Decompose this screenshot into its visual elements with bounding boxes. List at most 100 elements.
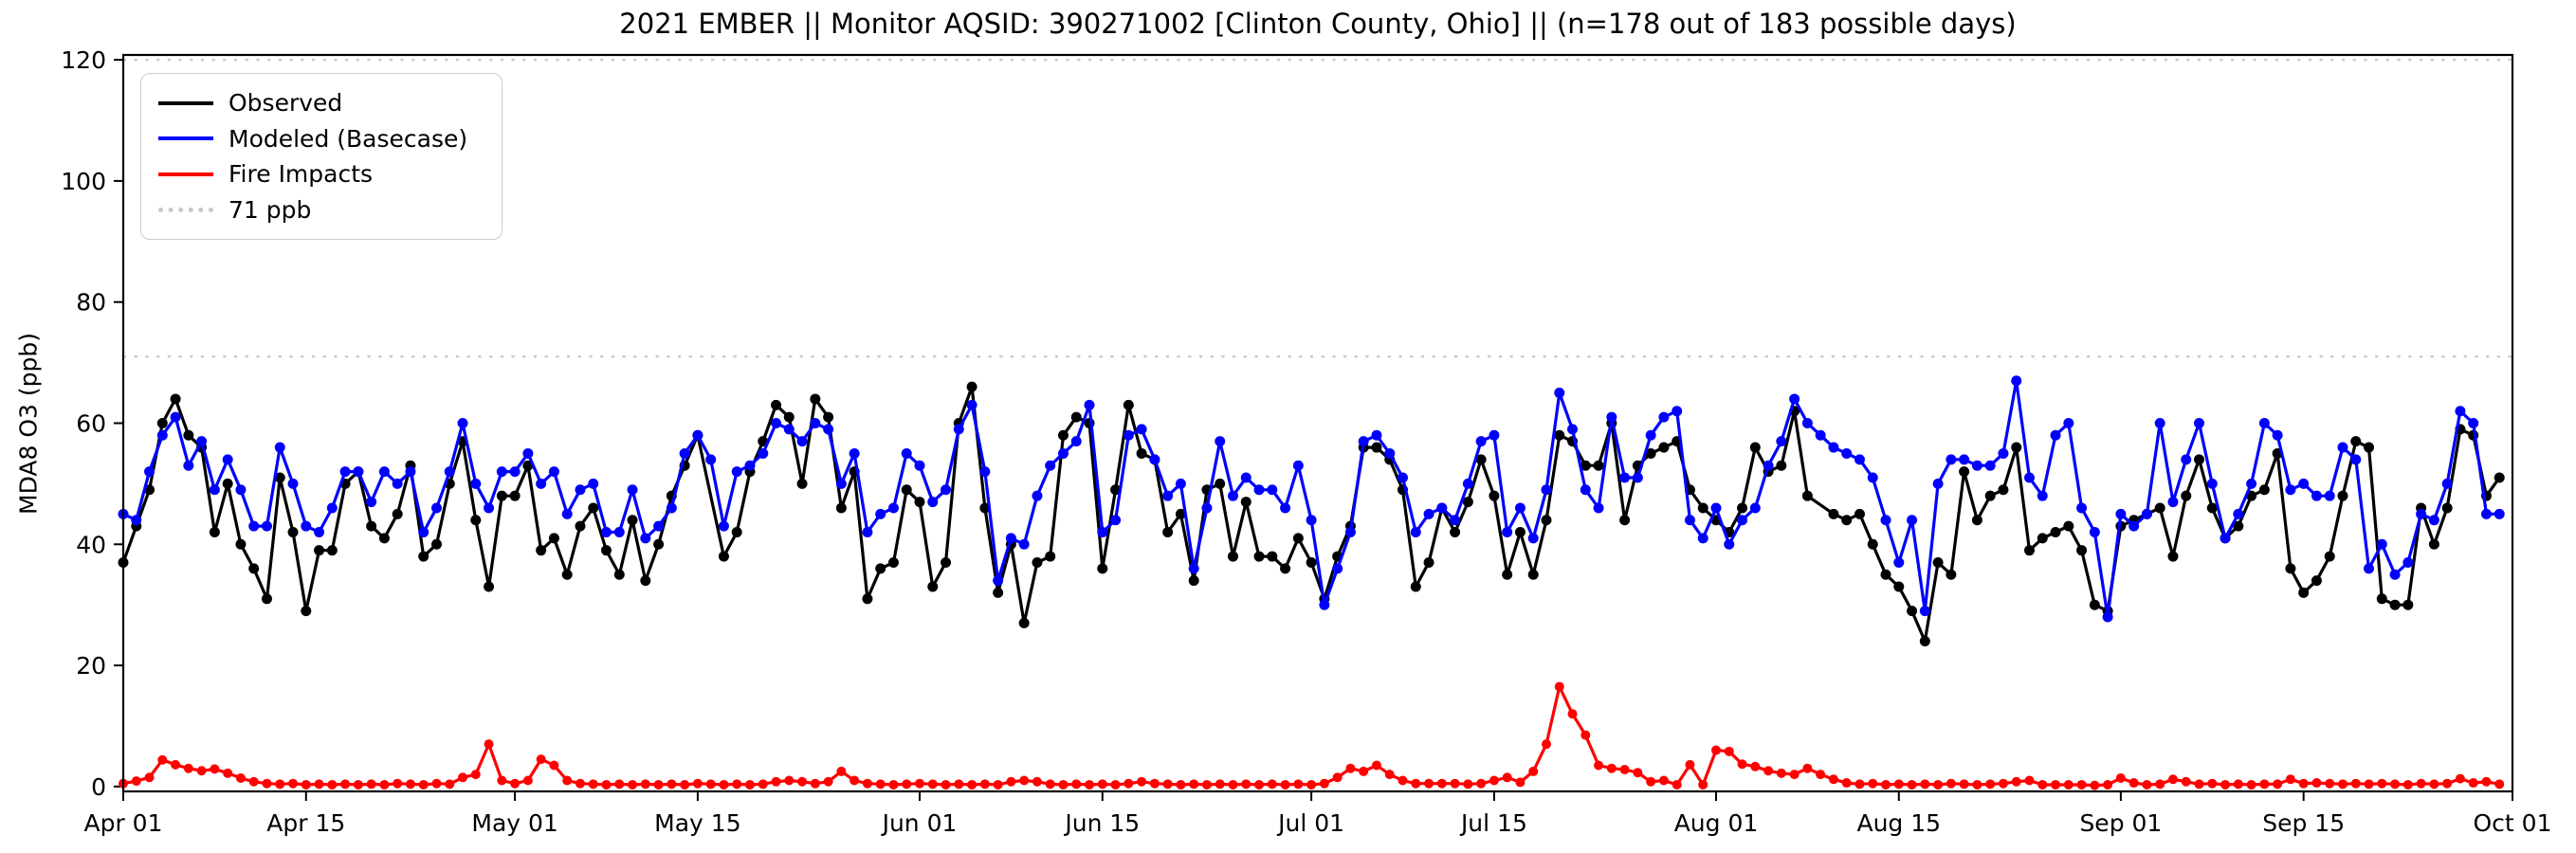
fire-impacts-marker — [2011, 776, 2021, 787]
fire-impacts-marker — [1359, 766, 1369, 776]
observed-marker — [1893, 581, 1905, 592]
modeled-basecase--marker — [1332, 563, 1343, 574]
fire-impacts-marker — [1854, 779, 1865, 789]
modeled-basecase--marker — [1789, 393, 1800, 405]
fire-impacts-marker — [1763, 766, 1774, 776]
fire-impacts-marker — [719, 779, 729, 789]
modeled-basecase--marker — [1801, 418, 1813, 428]
fire-impacts-marker — [1424, 778, 1434, 789]
fire-impacts-marker — [235, 772, 246, 783]
observed-marker — [1410, 581, 1421, 592]
fire-impacts-marker — [1280, 779, 1290, 789]
observed-marker — [1946, 569, 1957, 580]
observed-marker — [1619, 515, 1631, 526]
fire-impacts-marker — [210, 764, 220, 774]
observed-marker — [2076, 545, 2088, 556]
fire-impacts-marker — [1411, 778, 1421, 789]
observed-marker — [536, 545, 547, 556]
observed-marker — [1057, 429, 1069, 441]
modeled-basecase--marker — [1867, 472, 1878, 483]
fire-impacts-marker — [314, 779, 324, 789]
modeled-basecase--marker — [1684, 515, 1695, 526]
modeled-basecase--marker — [771, 418, 782, 428]
fire-impacts-marker — [275, 779, 285, 789]
observed-marker — [1645, 447, 1656, 459]
observed-marker — [484, 581, 495, 592]
modeled-basecase--marker — [653, 520, 665, 532]
modeled-basecase--marker — [392, 478, 403, 489]
observed-marker — [144, 484, 155, 496]
modeled-basecase--marker — [1475, 436, 1487, 447]
modeled-basecase--marker — [2298, 478, 2310, 489]
fire-impacts-marker — [549, 760, 559, 771]
fire-impacts-marker — [484, 739, 494, 750]
fire-impacts-marker — [771, 776, 781, 787]
fire-impacts-marker — [2142, 779, 2152, 789]
modeled-basecase--marker — [2246, 478, 2257, 489]
observed-marker — [366, 520, 377, 532]
fire-line-sample — [158, 172, 213, 176]
observed-marker — [771, 399, 782, 410]
observed-marker — [1749, 442, 1761, 453]
fire-impacts-marker — [1398, 775, 1408, 786]
observed-marker — [2428, 538, 2439, 550]
observed-marker — [2298, 587, 2310, 598]
observed-marker — [640, 575, 651, 587]
modeled-basecase--marker — [1188, 563, 1199, 574]
modeled-basecase--marker — [1162, 490, 1174, 501]
modeled-basecase--marker — [887, 502, 899, 514]
fire-impacts-marker — [1554, 681, 1564, 692]
modeled-basecase--marker — [601, 527, 612, 538]
modeled-basecase--marker — [2416, 508, 2427, 519]
fire-impacts-marker — [522, 775, 533, 786]
observed-marker — [287, 527, 299, 538]
fire-impacts-marker — [1045, 779, 1055, 789]
modeled-basecase--marker — [1502, 527, 1513, 538]
fire-impacts-marker — [223, 768, 233, 778]
observed-marker — [2376, 593, 2387, 605]
fire-impacts-marker — [575, 778, 585, 789]
modeled-basecase--marker — [901, 447, 912, 459]
observed-marker — [561, 569, 573, 580]
observed-marker — [914, 497, 925, 508]
observed-marker — [927, 581, 939, 592]
observed-marker — [548, 533, 559, 544]
observed-marker — [1240, 497, 1251, 508]
observed-marker — [966, 381, 977, 392]
fire-impacts-marker — [2259, 779, 2270, 789]
fire-impacts-marker — [875, 779, 886, 789]
fire-impacts-marker — [941, 779, 951, 789]
modeled-basecase--marker — [1763, 460, 1774, 471]
fire-impacts-marker — [1293, 779, 1304, 789]
modeled-basecase--marker — [2285, 484, 2296, 496]
modeled-basecase--marker — [2311, 490, 2322, 501]
observed-marker — [653, 538, 665, 550]
observed-marker — [1737, 502, 1748, 514]
x-tick-label: Jul 15 — [1459, 809, 1527, 837]
observed-marker — [314, 545, 325, 556]
fire-impacts-marker — [2298, 778, 2309, 789]
fire-impacts-marker — [1162, 779, 1173, 789]
observed-marker — [1280, 563, 1291, 574]
observed-marker — [1292, 533, 1304, 544]
observed-marker — [875, 563, 886, 574]
x-tick-label: Apr 15 — [266, 809, 345, 837]
observed-marker — [1188, 575, 1199, 587]
observed-marker — [835, 502, 847, 514]
fire-impacts-marker — [1907, 779, 1917, 789]
fire-impacts-marker — [183, 763, 193, 773]
fire-impacts-marker — [1254, 779, 1265, 789]
observed-marker — [627, 515, 638, 526]
observed-marker — [783, 411, 795, 423]
modeled-basecase--marker — [314, 527, 325, 538]
fire-impacts-marker — [1698, 779, 1708, 789]
modeled-basecase--marker — [705, 454, 717, 465]
observed-marker — [1658, 442, 1670, 453]
observed-marker — [1907, 606, 1918, 617]
fire-impacts-marker — [157, 754, 168, 765]
modeled-basecase--marker — [941, 484, 952, 496]
fire-impacts-marker — [1267, 779, 1277, 789]
fire-impacts-marker — [2481, 776, 2492, 787]
modeled-basecase--marker — [2076, 502, 2088, 514]
observed-marker — [235, 538, 247, 550]
